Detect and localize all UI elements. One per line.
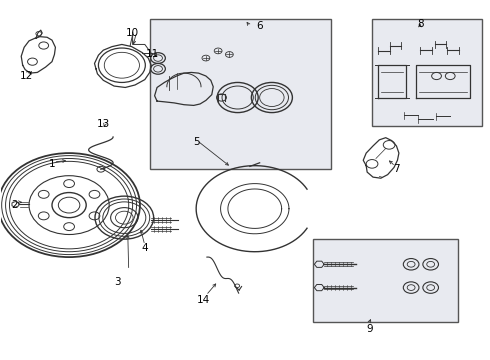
- Bar: [372, 19, 482, 126]
- Text: 1: 1: [49, 159, 55, 169]
- Text: 7: 7: [393, 164, 400, 174]
- Text: 3: 3: [115, 277, 121, 287]
- Text: 4: 4: [142, 243, 148, 253]
- Text: 5: 5: [193, 138, 199, 147]
- Text: 8: 8: [417, 19, 424, 29]
- Text: 13: 13: [97, 120, 110, 129]
- Bar: [150, 19, 331, 169]
- Text: 6: 6: [256, 21, 263, 31]
- Text: 14: 14: [197, 295, 210, 305]
- Bar: [314, 239, 458, 321]
- Text: 2: 2: [11, 200, 18, 210]
- Text: 12: 12: [20, 71, 33, 81]
- Text: 10: 10: [126, 28, 139, 38]
- Text: 11: 11: [146, 49, 159, 59]
- Text: 9: 9: [367, 324, 373, 334]
